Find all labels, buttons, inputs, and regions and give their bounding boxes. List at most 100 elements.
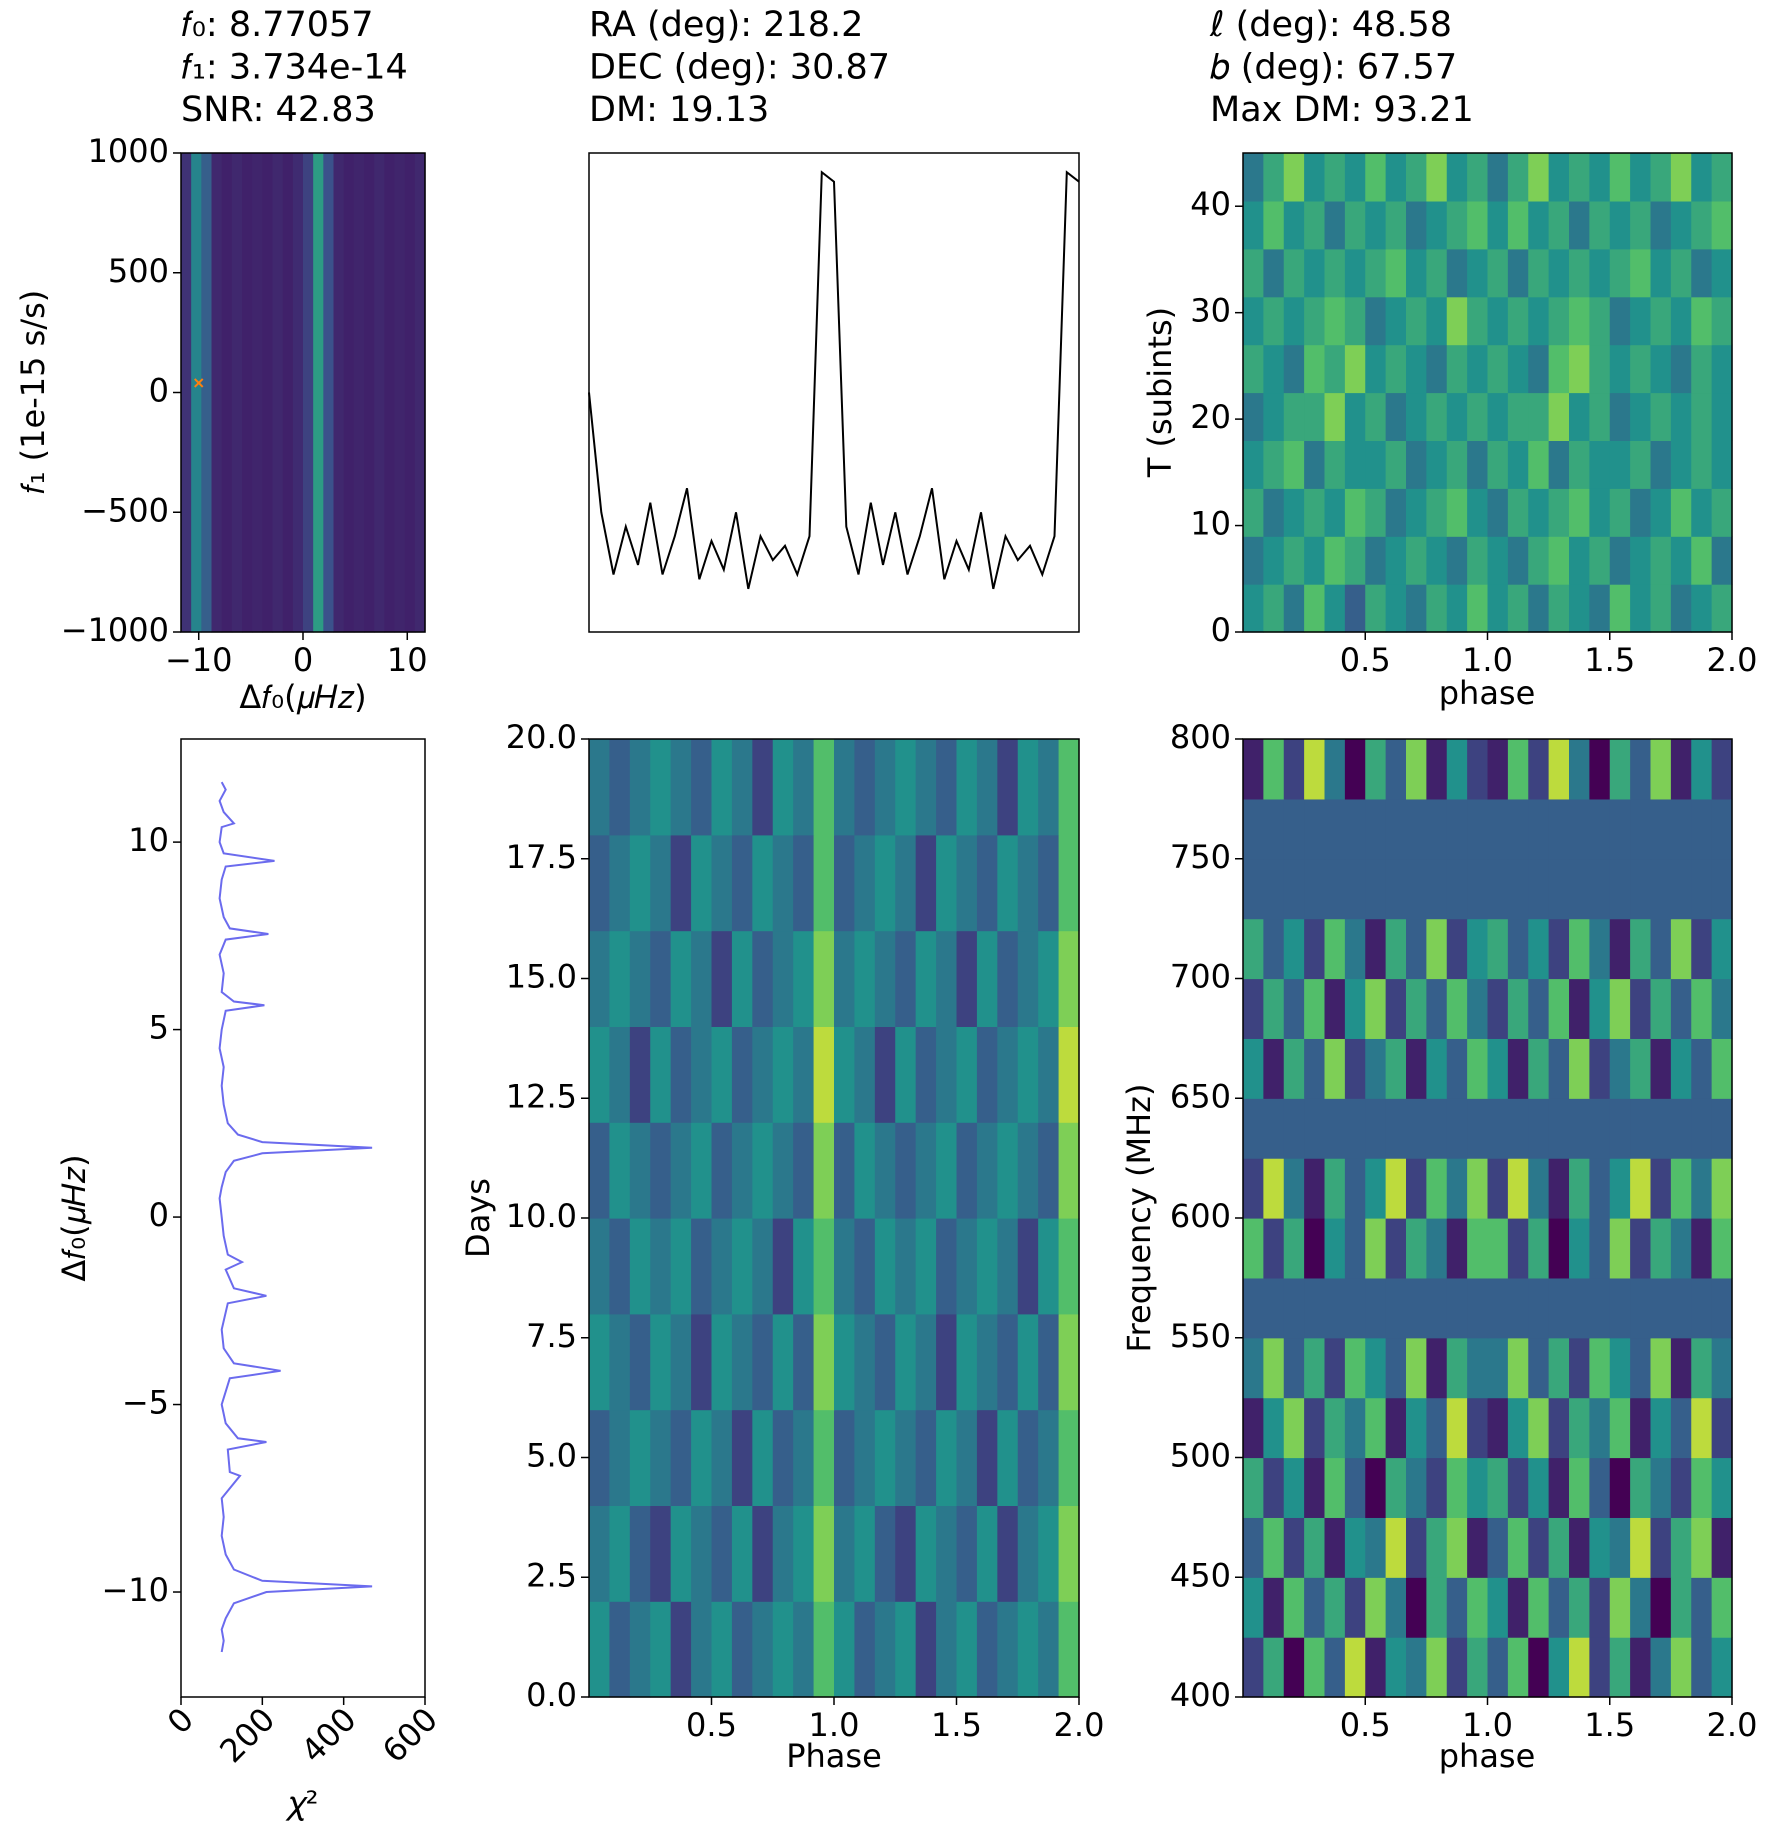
heatmap-cell — [1630, 918, 1652, 980]
x-tick-label: 10 — [387, 641, 428, 679]
heatmap-cell — [731, 1313, 753, 1411]
heatmap-cell — [976, 1313, 998, 1411]
heatmap-cell — [915, 930, 937, 1027]
heatmap-cell — [997, 930, 1019, 1027]
heatmap-cell — [1711, 918, 1733, 980]
heatmap-cell — [282, 153, 294, 633]
heatmap-cell — [1283, 1098, 1305, 1159]
heatmap-cell — [1426, 978, 1448, 1039]
heatmap-cell — [1691, 1038, 1713, 1099]
heatmap-cell — [1670, 1158, 1692, 1219]
heatmap-cell — [1426, 1098, 1448, 1159]
heatmap-cell — [915, 834, 937, 932]
heatmap-cell — [936, 1313, 958, 1411]
heatmap-cell — [976, 1122, 998, 1219]
heatmap-cell — [1650, 1397, 1672, 1459]
heatmap-cell — [1243, 392, 1264, 441]
heatmap-cell — [1406, 488, 1427, 537]
heatmap-cell — [1630, 1577, 1652, 1638]
heatmap-cell — [1507, 1637, 1529, 1698]
heatmap-cell — [1609, 1158, 1631, 1219]
heatmap-cell — [1406, 1637, 1427, 1698]
heatmap-cell — [1426, 1038, 1448, 1099]
heatmap-cell — [589, 930, 611, 1027]
heatmap-cell — [1507, 1517, 1529, 1578]
heatmap-cell — [1487, 1637, 1509, 1698]
heatmap-cell — [629, 1601, 651, 1698]
heatmap-cell — [1609, 918, 1631, 980]
heatmap-cell — [895, 1218, 917, 1315]
heatmap-cell — [1406, 1038, 1427, 1099]
heatmap-cell — [1630, 1517, 1652, 1578]
x-axis-label: 𝜒² — [285, 1784, 318, 1822]
x-tick-label: 200 — [212, 1700, 282, 1770]
heatmap-cell — [1446, 153, 1468, 202]
heatmap-cell — [1243, 1577, 1264, 1638]
heatmap-cell — [1243, 739, 1264, 800]
heatmap-cell — [1304, 1038, 1326, 1099]
heatmap-cell — [936, 1505, 958, 1602]
heatmap-cell — [670, 834, 692, 932]
heatmap-cell — [1670, 153, 1692, 202]
heatmap-cell — [1467, 584, 1489, 633]
y-axis-label: Δ𝑓₀(𝜇𝐻𝑧) — [55, 1154, 93, 1281]
heatmap-cell — [1670, 200, 1692, 250]
heatmap-cell — [711, 1313, 733, 1411]
heatmap-cell — [1548, 153, 1570, 202]
heatmap-cell — [1426, 392, 1448, 441]
heatmap-cell — [1446, 1218, 1468, 1279]
heatmap-cell — [976, 834, 998, 932]
heatmap-cell — [1630, 488, 1652, 537]
heatmap-cell — [1670, 584, 1692, 633]
heatmap-cell — [1569, 200, 1590, 250]
heatmap-cell — [650, 1122, 672, 1219]
heatmap-cell — [772, 1218, 794, 1315]
heatmap-cell — [772, 834, 794, 932]
heatmap-cell — [1038, 1409, 1060, 1506]
heatmap-cell — [1365, 918, 1387, 980]
heatmap-cell — [384, 153, 396, 633]
heatmap-cell — [1365, 1457, 1387, 1518]
heatmap-cell — [1548, 739, 1570, 800]
heatmap-cell — [1507, 344, 1529, 394]
heatmap-cell — [629, 1409, 651, 1506]
heatmap-cell — [629, 834, 651, 932]
heatmap-cell — [1406, 1158, 1427, 1219]
heatmap-cell — [1487, 1517, 1509, 1578]
heatmap-cell — [1670, 1098, 1692, 1159]
heatmap-cell — [1283, 296, 1305, 346]
heatmap-cell — [1569, 1277, 1590, 1339]
heatmap-cell — [629, 1218, 651, 1315]
heatmap-cell — [1406, 440, 1427, 489]
heatmap-cell — [1344, 1397, 1366, 1459]
heatmap-cell — [1670, 392, 1692, 441]
heatmap-cell — [772, 1026, 794, 1123]
y-tick-label: 20 — [1190, 398, 1231, 436]
heatmap-cell — [895, 834, 917, 932]
heatmap-cell — [793, 1601, 815, 1698]
heatmap-cell — [1569, 1158, 1590, 1219]
heatmap-cell — [1263, 1098, 1285, 1159]
heatmap-cell — [1548, 918, 1570, 980]
heatmap-cell — [609, 930, 631, 1027]
heatmap-cell — [1528, 858, 1550, 920]
heatmap-cell — [1569, 488, 1590, 537]
heatmap-cell — [1283, 1517, 1305, 1578]
heatmap-cell — [1630, 248, 1652, 298]
heatmap-cell — [1691, 858, 1713, 920]
heatmap-cell — [1426, 536, 1448, 585]
heatmap-cell — [364, 153, 375, 633]
heatmap-cell — [650, 1026, 672, 1123]
heatmap-cell — [1446, 488, 1468, 537]
heatmap-cell — [1670, 1218, 1692, 1279]
heatmap-cell — [1426, 1457, 1448, 1518]
heatmap-cell — [1691, 918, 1713, 980]
heatmap-cell — [1446, 798, 1468, 860]
heatmap-cell — [752, 1505, 774, 1602]
heatmap-cell — [1650, 344, 1672, 394]
heatmap-cell — [956, 1122, 978, 1219]
heatmap-cell — [1385, 153, 1407, 202]
heatmap-cell — [650, 930, 672, 1027]
heatmap-cell — [1467, 296, 1489, 346]
heatmap-cell — [1324, 1397, 1346, 1459]
